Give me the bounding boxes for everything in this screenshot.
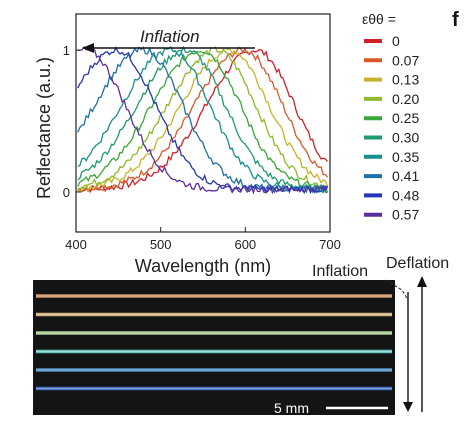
x-tick-label: 700 [319, 237, 341, 252]
spectrum-line-4 [77, 51, 329, 192]
legend-label: 0.57 [392, 207, 419, 223]
spectrum-line-7 [77, 46, 328, 194]
legend-label: 0.35 [392, 149, 419, 165]
legend-label: 0.07 [392, 52, 419, 68]
spectrum-line-3 [77, 46, 328, 191]
photo-inflation-label: Inflation [312, 263, 368, 280]
legend-label: 0.25 [392, 110, 419, 126]
x-axis-title: Wavelength (nm) [135, 256, 271, 276]
fiber-strands [36, 294, 392, 391]
x-tick-label: 500 [150, 237, 172, 252]
legend-label: 0.20 [392, 91, 419, 107]
legend-label: 0.48 [392, 187, 419, 203]
legend-label: 0.13 [392, 72, 419, 88]
spectrum-line-9 [77, 46, 329, 195]
x-ticks: 400 500 600 700 [65, 227, 341, 252]
legend-label: 0 [392, 33, 400, 49]
down-arrowhead-icon [403, 402, 413, 412]
y-tick-label: 1 [63, 43, 70, 58]
legend-title: εθθ = [362, 11, 396, 27]
inflation-guide [385, 279, 409, 301]
x-tick-label: 400 [65, 237, 87, 252]
plot-series [77, 45, 329, 195]
spectrum-line-6 [77, 46, 328, 195]
plot-frame [75, 13, 331, 233]
panel-letter: f [452, 9, 459, 31]
scale-bar-label: 5 mm [274, 400, 309, 416]
legend: 0 0.07 0.13 0.20 0.25 0.30 0.35 0.41 0.48 0.57 [364, 33, 419, 223]
fiber-photo [33, 280, 395, 415]
y-axis-title: Reflectance (a.u.) [34, 57, 54, 199]
y-tick-label: 0 [63, 185, 70, 200]
y-ticks: 01 [63, 43, 81, 200]
legend-label: 0.30 [392, 130, 419, 146]
inflation-arrowhead-icon [82, 43, 94, 53]
spectrum-line-5 [77, 45, 329, 194]
x-tick-label: 600 [234, 237, 256, 252]
spectrum-line-0 [77, 48, 328, 194]
photo-deflation-label: Deflation [386, 255, 449, 272]
spectrum-line-2 [77, 47, 329, 192]
legend-label: 0.41 [392, 168, 419, 184]
up-arrowhead-icon [417, 276, 427, 287]
inflation-annotation: Inflation [140, 27, 200, 46]
